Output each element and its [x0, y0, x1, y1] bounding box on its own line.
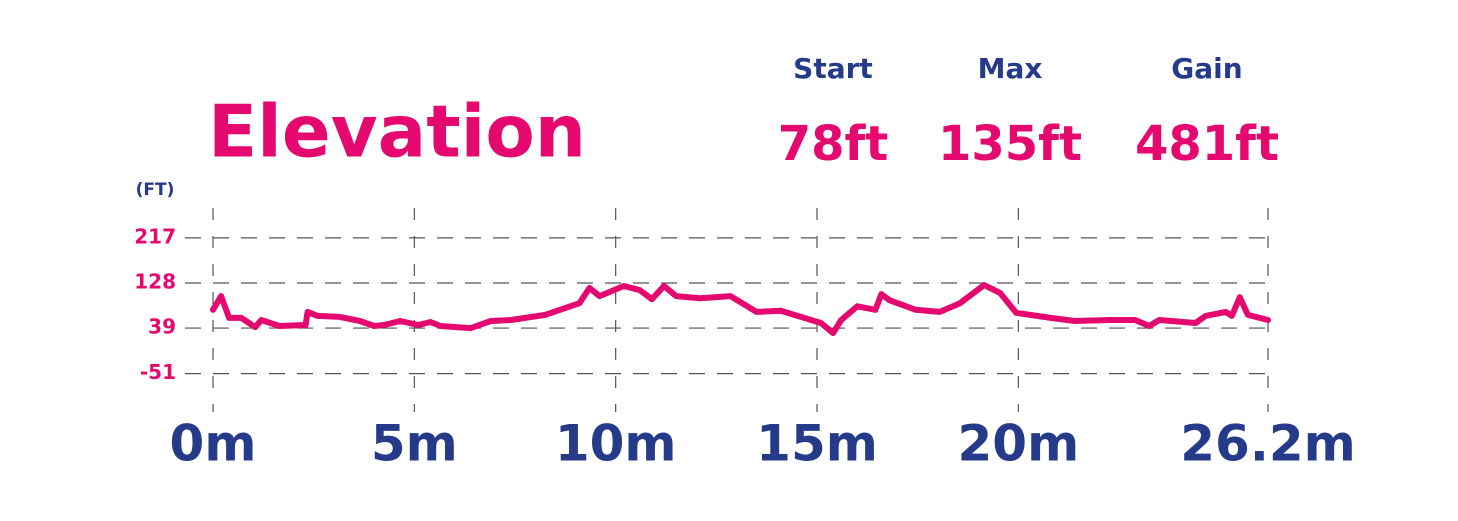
x-tick-label: 26.2m	[1180, 415, 1355, 473]
x-tick-label: 20m	[957, 415, 1079, 473]
stat-value: 135ft	[938, 116, 1082, 172]
x-tick-label: 0m	[170, 415, 257, 473]
stat-label: Max	[978, 52, 1043, 85]
stat-value: 481ft	[1135, 116, 1279, 172]
y-tick-label: 39	[148, 315, 176, 339]
stat-value: 78ft	[778, 116, 889, 172]
stat-label: Start	[793, 52, 873, 85]
x-tick-label: 5m	[371, 415, 458, 473]
elevation-line	[210, 282, 1271, 337]
y-tick-label: 217	[134, 224, 176, 248]
chart-title: Elevation	[208, 90, 586, 174]
stat-label: Gain	[1171, 52, 1242, 85]
y-tick-label: -51	[140, 360, 176, 384]
x-tick-label: 15m	[756, 415, 878, 473]
x-tick-label: 10m	[555, 415, 677, 473]
y-unit-label: (FT)	[136, 180, 175, 200]
y-tick-label: 128	[134, 269, 176, 293]
